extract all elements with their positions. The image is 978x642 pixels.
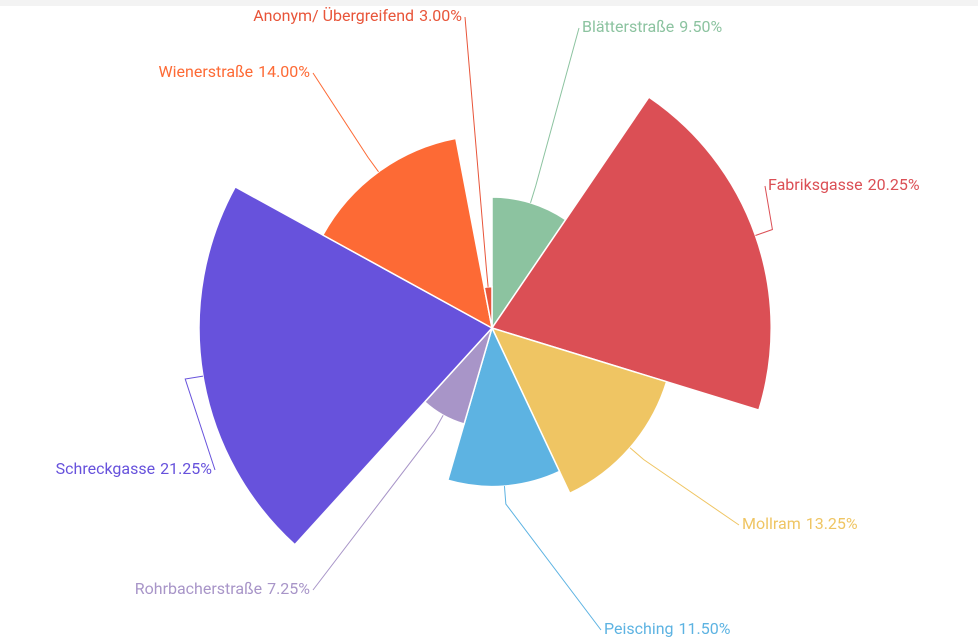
leader-line [530, 27, 580, 203]
rose-slice [491, 196, 567, 331]
leader-line [755, 185, 773, 236]
leader-line [312, 414, 444, 591]
leader-line [503, 486, 602, 631]
slice-label: Blätterstraße 9.50% [582, 17, 722, 36]
label-value: 20.25% [868, 175, 920, 194]
label-name: Fabriksgasse [768, 175, 863, 194]
leader-line [184, 375, 216, 471]
slice-label: Rohrbacherstraße 7.25% [135, 579, 311, 598]
slice-label: Schreckgasse 21.25% [56, 459, 213, 478]
rose-slice [446, 325, 561, 488]
label-name: Rohrbacherstraße [135, 579, 262, 598]
label-name: Mollram [742, 514, 801, 533]
label-value: 9.50% [679, 17, 722, 36]
label-value: 11.50% [679, 619, 731, 638]
label-value: 14.00% [258, 62, 310, 81]
label-value: 21.25% [160, 459, 212, 478]
label-name: Wienerstraße [158, 62, 253, 81]
slice-label: Mollram 13.25% [742, 514, 858, 533]
slice-label: Anonym/ Übergreifend 3.00% [253, 6, 462, 25]
leader-line [464, 16, 489, 287]
slice-label: Fabriksgasse 20.25% [768, 175, 920, 194]
label-value: 3.00% [419, 6, 462, 25]
label-name: Peisching [604, 619, 674, 638]
top-strip [0, 0, 978, 6]
label-name: Blätterstraße [582, 17, 674, 36]
label-name: Anonym/ Übergreifend [253, 6, 414, 25]
label-name: Schreckgasse [56, 459, 155, 478]
label-value: 7.25% [267, 579, 310, 598]
leader-line [312, 72, 379, 173]
leader-line [629, 447, 740, 526]
label-value: 13.25% [806, 514, 858, 533]
rose-slice [321, 137, 494, 330]
slice-label: Wienerstraße 14.00% [158, 62, 310, 81]
slice-label: Peisching 11.50% [604, 619, 731, 638]
